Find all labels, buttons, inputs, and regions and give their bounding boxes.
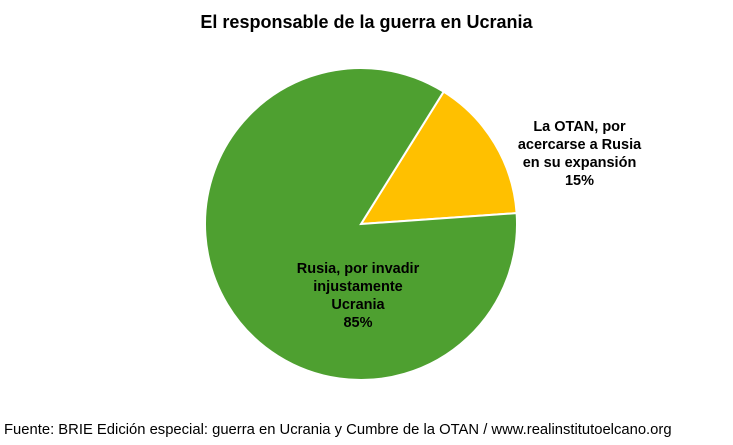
slice-label-otan-line-2: acercarse a Rusia xyxy=(517,137,642,153)
slice-label-rusia-line-1: Rusia, por invadir xyxy=(296,261,420,277)
slice-label-rusia: Rusia, por invadir injustamente Ucrania … xyxy=(268,260,448,332)
slice-value-otan: 15% xyxy=(564,173,595,189)
slice-value-rusia: 85% xyxy=(343,315,373,331)
pie-slice-otan xyxy=(359,90,518,226)
source-note: Fuente: BRIE Edición especial: guerra en… xyxy=(4,422,672,438)
slice-label-otan-line-3: en su expansión xyxy=(522,155,637,171)
slice-label-otan-line-1: La OTAN, por xyxy=(533,119,626,135)
pie-slice-rusia xyxy=(204,67,518,381)
slice-label-rusia-line-2: injustamente xyxy=(313,279,403,295)
chart-title: El responsable de la guerra en Ucrania xyxy=(200,12,533,32)
slice-label-rusia-line-3: Ucrania xyxy=(331,297,385,313)
slice-label-otan: La OTAN, por acercarse a Rusia en su exp… xyxy=(492,118,667,190)
